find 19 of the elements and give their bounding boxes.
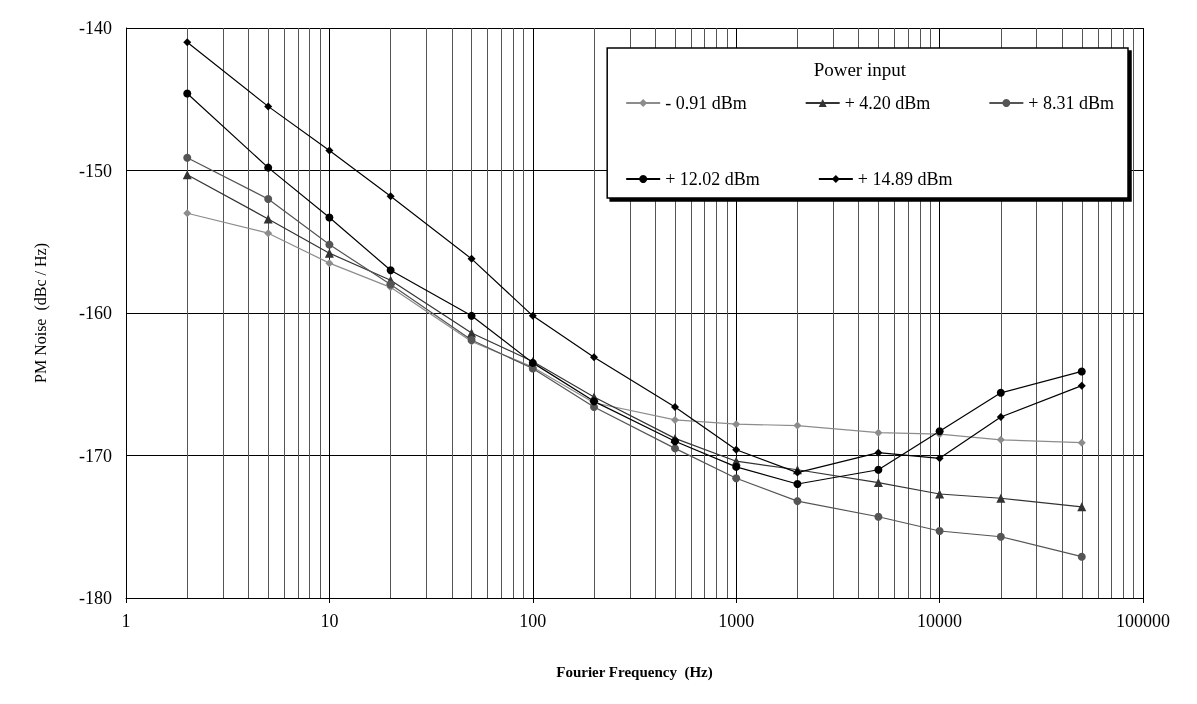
y-tick-label: -140 (79, 18, 112, 38)
legend-label: - 0.91 dBm (665, 93, 747, 113)
x-tick-label: 1 (121, 611, 131, 631)
x-tick-label: 100 (519, 611, 547, 631)
x-tick-label: 10 (320, 611, 339, 631)
y-tick-label: -150 (79, 160, 112, 181)
legend-label: + 4.20 dBm (844, 93, 931, 113)
legend-label: + 12.02 dBm (665, 169, 760, 189)
x-tick-label: 10000 (917, 611, 963, 631)
y-axis-title: PM Noise (dBc / Hz) (31, 243, 50, 383)
y-tick-label: -160 (79, 303, 112, 323)
legend-label: + 8.31 dBm (1028, 93, 1115, 113)
legend-label: + 14.89 dBm (857, 169, 953, 189)
y-tick-label: -180 (79, 588, 112, 608)
x-tick-label: 1000 (718, 611, 755, 631)
x-axis-title: Fourier Frequency (Hz) (556, 663, 713, 681)
legend-title: Power input (813, 59, 907, 80)
x-tick-label: 100000 (1116, 611, 1170, 631)
y-tick-label: -170 (79, 445, 112, 466)
